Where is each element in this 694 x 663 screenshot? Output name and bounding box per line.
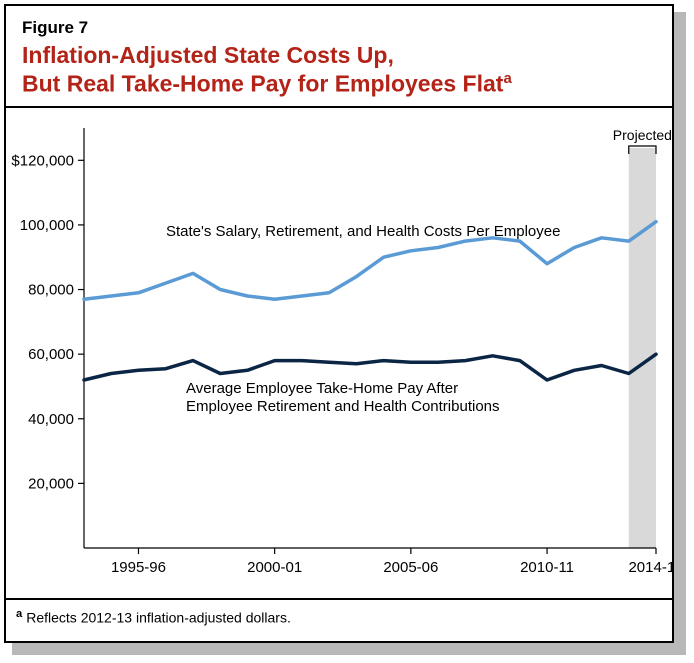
projected-label: Projected — [613, 127, 672, 143]
title-line-1: Inflation-Adjusted State Costs Up, — [22, 42, 656, 70]
x-tick-label: 1995-96 — [111, 559, 166, 576]
line-chart: Projected 20,000 40,000 60,000 80,000 100,000… — [6, 108, 672, 598]
footnote-marker: a — [16, 608, 26, 620]
series-label-take_home: Employee Retirement and Health Contribut… — [186, 398, 500, 415]
title-line-2: But Real Take-Home Pay for Employees Fla… — [22, 70, 656, 98]
series-label-state_costs: State's Salary, Retirement, and Health C… — [166, 223, 560, 240]
x-tick-label: 2010-11 — [520, 559, 574, 576]
y-tick-label: 40,000 — [28, 411, 74, 428]
figure-header: Figure 7 Inflation-Adjusted State Costs … — [6, 6, 672, 106]
y-tick-label: 100,000 — [20, 217, 74, 234]
title-superscript: a — [503, 70, 511, 87]
x-tick-label: 2000-01 — [247, 559, 302, 576]
figure-title: Inflation-Adjusted State Costs Up,But Re… — [22, 42, 656, 98]
figure-container: Figure 7 Inflation-Adjusted State Costs … — [4, 4, 674, 643]
x-tick-label: 2014-15 — [628, 559, 672, 576]
y-tick-label: 20,000 — [28, 475, 74, 492]
y-tick-label: 80,000 — [28, 281, 74, 298]
footnote-text: Reflects 2012-13 inflation-adjusted doll… — [26, 610, 291, 626]
projected-band — [629, 148, 656, 548]
series-take_home — [84, 354, 656, 380]
footnote: aReflects 2012-13 inflation-adjusted dol… — [6, 600, 672, 636]
figure-label: Figure 7 — [22, 18, 656, 38]
x-tick-label: 2005-06 — [383, 559, 438, 576]
chart-frame: Projected 20,000 40,000 60,000 80,000 100,000… — [6, 106, 672, 600]
y-tick-label: 60,000 — [28, 346, 74, 363]
y-tick-label: $120,000 — [11, 152, 74, 169]
series-label-take_home: Average Employee Take-Home Pay After — [186, 380, 458, 397]
